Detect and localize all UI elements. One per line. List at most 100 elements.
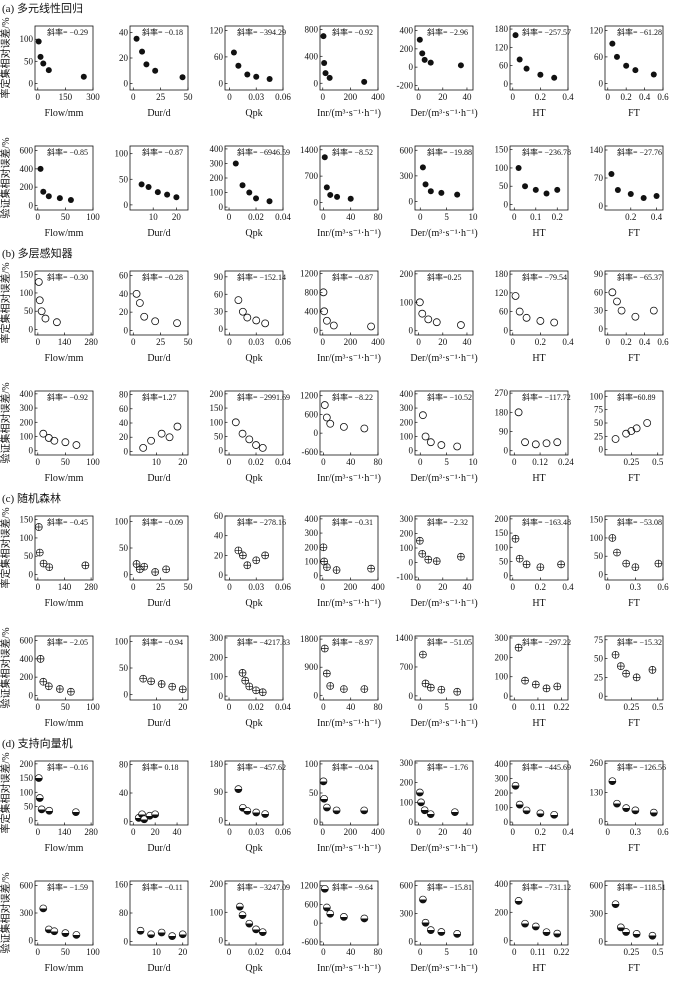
y-tick-label: 120 bbox=[590, 25, 604, 35]
x-tick-label: 10 bbox=[152, 947, 162, 957]
slope-annotation: 斜率= −0.18 bbox=[142, 27, 183, 37]
y-tick-label: 90 bbox=[594, 269, 604, 279]
point bbox=[34, 774, 43, 782]
slope-annotation: 斜率= −0.30 bbox=[47, 272, 88, 282]
point bbox=[321, 154, 328, 161]
x-axis-label: Inr/(m³·s⁻¹·h⁻¹) bbox=[317, 718, 381, 729]
x-axis-label: Flow/mm bbox=[45, 843, 84, 854]
y-tick-label: 200 bbox=[400, 778, 414, 788]
point bbox=[322, 669, 331, 678]
x-tick-label: 0 bbox=[418, 947, 423, 957]
y-tick-label: 20 bbox=[119, 307, 129, 317]
y-tick-label: 0 bbox=[219, 446, 224, 456]
point bbox=[253, 73, 260, 80]
slope-annotation: 斜率= −0.09 bbox=[142, 517, 183, 527]
y-tick-label: 100 bbox=[495, 163, 509, 173]
y-tick-label: 180 bbox=[210, 759, 224, 769]
point bbox=[252, 441, 260, 449]
slope-annotation: 斜率= −118.51 bbox=[617, 882, 666, 892]
y-tick-label: -200 bbox=[397, 80, 414, 90]
point bbox=[50, 436, 59, 445]
point bbox=[56, 195, 63, 202]
x-tick-label: 0.3 bbox=[630, 827, 642, 837]
point bbox=[334, 193, 341, 200]
x-tick-label: 0.02 bbox=[248, 947, 264, 957]
y-tick-label: 180 bbox=[495, 24, 509, 34]
point bbox=[627, 427, 636, 435]
point bbox=[550, 810, 559, 819]
y-tick-label: 200 bbox=[495, 788, 509, 798]
point bbox=[80, 73, 87, 80]
point bbox=[554, 186, 561, 193]
y-tick-label: 300 bbox=[590, 908, 604, 918]
x-tick-label: 80 bbox=[374, 212, 384, 222]
x-tick-label: 400 bbox=[371, 582, 385, 592]
x-tick-label: 0 bbox=[511, 582, 516, 592]
point bbox=[361, 78, 368, 85]
x-tick-label: 0 bbox=[416, 827, 421, 837]
plot-frame bbox=[319, 270, 379, 336]
point bbox=[50, 927, 59, 936]
x-tick-label: 0.2 bbox=[621, 92, 632, 102]
point bbox=[426, 810, 435, 819]
x-axis-label: Dur/d bbox=[147, 108, 170, 119]
point bbox=[457, 552, 465, 561]
point bbox=[613, 799, 621, 808]
x-tick-label: 0.24 bbox=[558, 457, 574, 467]
point bbox=[650, 71, 657, 78]
x-axis-label: FT bbox=[628, 108, 640, 119]
plot-frame bbox=[34, 515, 94, 581]
x-tick-label: 0.3 bbox=[630, 582, 642, 592]
y-tick-label: 400 bbox=[210, 144, 224, 154]
y-tick-label: 150 bbox=[20, 515, 34, 525]
y-tick-label: 0 bbox=[409, 936, 414, 946]
x-tick-label: 0 bbox=[321, 702, 326, 712]
point bbox=[531, 440, 540, 449]
point bbox=[522, 183, 529, 190]
point bbox=[245, 682, 254, 691]
point bbox=[522, 560, 531, 569]
x-axis-label: FT bbox=[628, 843, 640, 854]
point bbox=[72, 808, 80, 817]
x-tick-label: 50 bbox=[61, 947, 71, 957]
y-tick-label: 1200 bbox=[300, 391, 319, 401]
x-tick-label: 0 bbox=[36, 92, 41, 102]
y-tick-label: 0 bbox=[504, 446, 509, 456]
y-tick-label: 50 bbox=[309, 788, 319, 798]
point bbox=[164, 191, 171, 198]
x-axis-label: HT bbox=[532, 473, 545, 484]
x-tick-label: 0.11 bbox=[530, 702, 545, 712]
slope-annotation: 斜率= −0.45 bbox=[47, 517, 88, 527]
point bbox=[243, 807, 252, 815]
x-tick-label: 0 bbox=[416, 92, 421, 102]
x-tick-label: 0.4 bbox=[562, 337, 574, 347]
plot-frame bbox=[224, 25, 284, 91]
y-tick-label: 270 bbox=[495, 388, 509, 398]
y-tick-label: 30 bbox=[594, 306, 604, 316]
slope-annotation: 斜率= −2.96 bbox=[427, 27, 468, 37]
point bbox=[648, 931, 657, 940]
slope-annotation: 斜率= −0.92 bbox=[47, 392, 88, 402]
point bbox=[437, 685, 446, 694]
y-tick-label: 40 bbox=[119, 27, 129, 37]
x-tick-label: 0 bbox=[227, 827, 232, 837]
y-tick-label: 200 bbox=[20, 672, 34, 682]
point bbox=[613, 297, 621, 306]
y-tick-label: 200 bbox=[495, 907, 509, 917]
point bbox=[40, 188, 47, 195]
point bbox=[230, 49, 237, 56]
point bbox=[44, 682, 53, 691]
point bbox=[623, 62, 630, 69]
point bbox=[52, 318, 61, 327]
y-tick-label: 0 bbox=[219, 570, 224, 580]
y-tick-label: 1200 bbox=[300, 268, 319, 278]
y-tick-label: 200 bbox=[400, 528, 414, 538]
plot-frame bbox=[604, 760, 664, 826]
point bbox=[332, 566, 341, 574]
point bbox=[140, 312, 149, 321]
slope-annotation: 斜率= −8.97 bbox=[332, 637, 373, 647]
point bbox=[360, 806, 369, 815]
point bbox=[553, 438, 562, 447]
point bbox=[179, 74, 186, 81]
plot-frame bbox=[414, 880, 474, 946]
